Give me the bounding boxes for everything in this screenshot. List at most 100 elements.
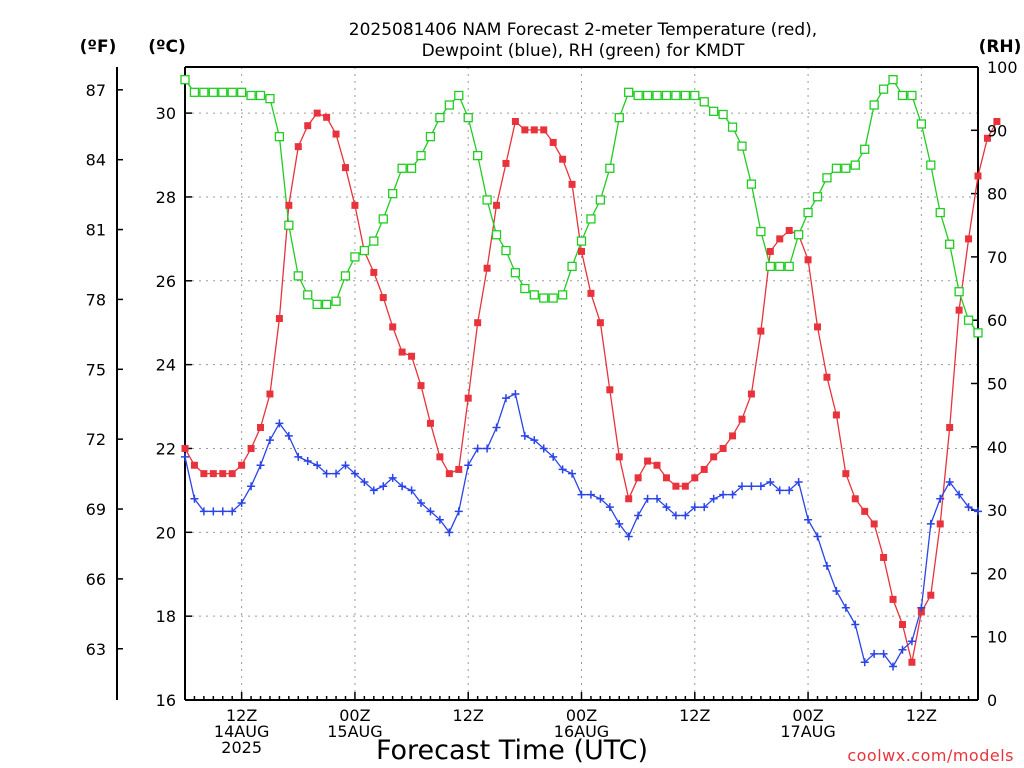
temperature-point [898,621,906,629]
fahrenheit-tick-label: 87 [86,81,106,100]
dewpoint-point [332,469,341,478]
dewpoint-point [879,649,888,658]
temperature-point [304,122,312,130]
celsius-tick-label: 24 [156,356,176,375]
rh-axis-label: (RH) [979,37,1022,57]
rh-tick-label: 30 [987,501,1007,520]
x-tick-label: 2025 [221,738,262,757]
fahrenheit-tick-label: 63 [86,640,106,659]
rh-point [652,90,662,101]
dewpoint-point [860,658,869,667]
temperature-point [917,608,925,616]
dewpoint-point [454,507,463,516]
dewpoint-point [870,649,879,658]
x-axis-label: Forecast Time (UTC) [376,735,648,766]
temperature-point [275,315,283,323]
dewpoint-point [756,482,765,491]
temperature-point [483,264,491,272]
dewpoint-point [747,482,756,491]
rh-point [680,90,690,101]
dewpoint-point [709,494,718,503]
dewpoint-point [917,603,926,612]
rh-point [312,299,322,310]
axes [116,66,979,701]
celsius-tick-label: 28 [156,188,176,207]
rh-point [416,150,426,161]
dewpoint-point [624,532,633,541]
dewpoint-point [681,511,690,520]
rh-point [831,163,842,173]
rh-point [642,90,653,101]
dewpoint-point [662,503,671,512]
rh-point [586,214,596,224]
dewpoint-point [284,431,293,440]
rh-point [397,163,407,173]
temperature-point [908,658,916,666]
credit-text[interactable]: coolwx.com/models [847,746,1014,765]
fahrenheit-tick-label: 84 [86,151,106,170]
dewpoint-point [492,423,501,432]
temperature-point [851,495,859,503]
dewpoint-point [889,662,898,671]
rh-point [303,290,313,300]
rh-point [406,163,417,173]
temperature-point [474,319,482,327]
dewpoint-point [181,452,189,461]
x-tick-label: 12Z [226,706,257,725]
rh-point [841,163,851,173]
temperature-point [530,126,538,134]
dewpoint-point [520,431,529,440]
temperature-point [351,201,359,209]
rh-tick-label: 50 [987,375,1007,394]
x-tick-label: 12Z [679,706,710,725]
rh-point [425,131,436,142]
temperature-point [190,461,198,469]
x-tick-label: 15AUG [327,722,382,741]
rh-tick-label: 10 [987,628,1007,647]
dewpoint-point [586,490,595,499]
rh-point [482,195,492,205]
temperature-point [861,507,869,515]
temperature-point [927,591,935,599]
temperature-point [294,143,302,151]
rh-point [557,290,568,300]
rh-point [954,287,964,297]
dewpoint-point [379,482,388,491]
rh-point [539,293,549,303]
rh-point [973,328,983,338]
dewpoint-point [558,465,567,474]
temperature-point [729,432,737,440]
temperature-point [502,159,510,167]
x-tick-label: 00Z [566,706,597,725]
dewpoint-point [511,389,520,398]
rh-tick-label: 0 [987,691,997,710]
rh-point [350,252,360,262]
rh-point [388,188,398,199]
dewpoint-point [832,587,841,596]
rh-point [567,261,577,272]
rh-point [520,283,530,294]
dewpoint-point [426,507,435,516]
rh-point [860,144,870,154]
rh-point [510,268,521,278]
dewpoint-point [775,486,784,495]
temperature-point [379,294,387,302]
rh-point [548,293,558,303]
rh-point [793,230,804,240]
dewpoint-point [445,528,454,537]
rh-point [435,112,445,123]
rh-point [274,131,285,142]
temperature-point [464,394,472,402]
temperature-point [757,327,765,335]
temperature-point [578,247,585,255]
fahrenheit-tick-label: 72 [86,430,106,449]
temperature-point [804,256,812,264]
temperature-point [681,482,689,490]
celsius-tick-label: 16 [156,691,176,710]
fahrenheit-tick-label: 75 [86,360,106,379]
dewpoint-point [955,490,964,499]
dewpoint-point [804,515,813,524]
temperature-point [521,126,529,134]
